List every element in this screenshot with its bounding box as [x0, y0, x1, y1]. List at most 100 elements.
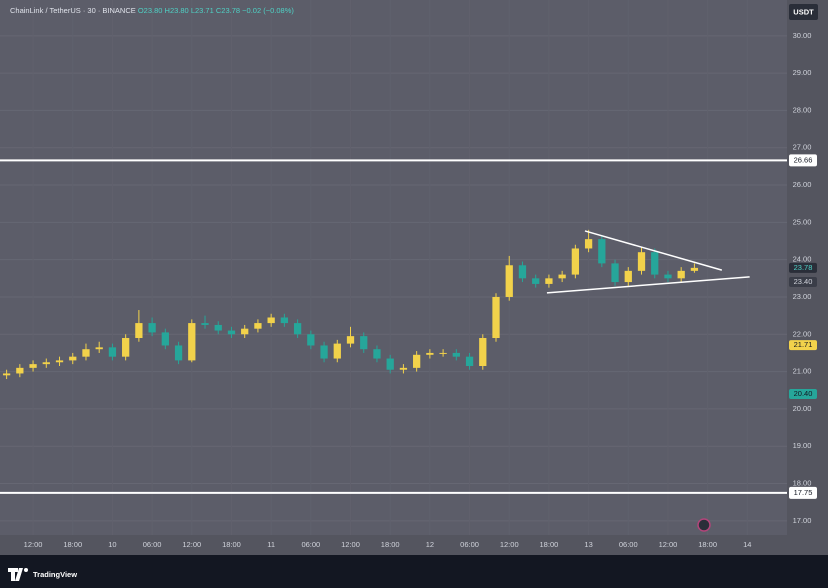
y-tick-label: 21.00: [793, 367, 812, 376]
price-badge-label: 21.71: [794, 340, 813, 349]
candle-body: [532, 278, 540, 284]
x-tick-label: 12: [426, 540, 434, 549]
candle-body: [16, 367, 24, 374]
candle-body: [280, 317, 289, 324]
x-tick-label: 12:00: [341, 540, 360, 549]
x-tick-label: 12:00: [500, 540, 519, 549]
change: −0.02 (−0.08%): [242, 6, 294, 15]
candle-body: [82, 349, 90, 357]
plot: [0, 159, 787, 494]
x-tick-label: 18:00: [698, 540, 717, 549]
candle-body: [518, 265, 527, 279]
candle-body: [161, 332, 169, 346]
x-tick-label: 06:00: [301, 540, 320, 549]
x-tick-label: 18:00: [381, 540, 400, 549]
candle-body: [386, 358, 394, 370]
price-badge: [789, 262, 817, 273]
price-badge: [789, 277, 817, 288]
high: H23.80: [165, 6, 189, 15]
candle-body: [690, 267, 699, 271]
candle-body: [492, 296, 500, 339]
y-tick-label: 20.00: [793, 404, 812, 413]
y-tick-label: 30.00: [793, 31, 812, 40]
open: O23.80: [138, 6, 163, 15]
candle-body: [148, 323, 156, 333]
candle-body: [624, 270, 632, 283]
candle-body: [254, 323, 262, 329]
x-tick-label: 12:00: [182, 540, 201, 549]
candle-body: [95, 347, 103, 350]
candle-body: [426, 352, 434, 355]
currency-badge[interactable]: [789, 4, 818, 20]
y-tick-label: 25.00: [793, 217, 812, 226]
y-tick-label: 28.00: [793, 105, 812, 114]
price-badge-label: 20.40: [794, 389, 813, 398]
x-tick-label: 18:00: [222, 540, 241, 549]
candle-body: [360, 336, 368, 350]
candle-body: [637, 252, 646, 271]
y-tick-label: 23.00: [793, 292, 812, 301]
candle-body: [55, 360, 64, 363]
candle-body: [677, 270, 685, 279]
candle-body: [29, 364, 37, 368]
currency[interactable]: USDT: [793, 7, 814, 16]
candle-body: [333, 343, 341, 359]
candle-body: [2, 373, 11, 376]
x-tick-label: 06:00: [143, 540, 162, 549]
candle-body: [307, 334, 315, 346]
price-badge: [789, 486, 817, 499]
candle-body: [346, 336, 355, 344]
y-tick-label: 18.00: [793, 478, 812, 487]
candle-body: [479, 338, 487, 366]
candle-body: [267, 317, 275, 324]
y-tick-label: 24.00: [793, 255, 812, 264]
candle-body: [465, 356, 474, 366]
candle-body: [651, 252, 659, 275]
chart-background: [0, 0, 828, 555]
candle-body: [227, 330, 236, 335]
x-tick-label: 14: [743, 540, 751, 549]
candle-body: [558, 274, 566, 279]
candle-body: [452, 352, 460, 357]
trend-line: [584, 230, 723, 271]
x-tick-label: 06:00: [460, 540, 479, 549]
y-tick-label: 26.00: [793, 180, 812, 189]
logo-icon: [8, 568, 23, 581]
y-tick-label: 27.00: [793, 143, 812, 152]
event-icon[interactable]: [697, 518, 711, 532]
price-badge: [789, 340, 817, 351]
candle-body: [399, 367, 408, 370]
y-tick-label: 19.00: [793, 441, 812, 450]
candle-body: [201, 323, 209, 325]
symbol: ChainLink / TetherUS · 30 · BINANCE: [10, 6, 136, 15]
x-tick-label: 18:00: [540, 540, 559, 549]
candle-body: [108, 347, 117, 357]
candle-body: [413, 354, 421, 368]
x-tick-label: 13: [584, 540, 592, 549]
candle-body: [42, 362, 50, 365]
candle-body: [241, 328, 249, 335]
candle-body: [122, 338, 130, 357]
candle-body: [135, 323, 143, 339]
x-tick-label: 11: [267, 540, 275, 549]
price-badge-label: 23.40: [794, 277, 813, 286]
low: L23.71: [191, 6, 214, 15]
candle-body: [69, 356, 77, 361]
price-badge: [789, 154, 817, 167]
candle-body: [439, 352, 447, 354]
y-tick-label: 17.00: [793, 516, 812, 525]
logo-dot: [24, 568, 28, 572]
price-badge-label: 23.78: [794, 263, 813, 272]
candle-body: [320, 345, 328, 359]
axes: 17.00 18.00 19.00 20.00 21.00 22.00 23.00 24.00…: [24, 31, 817, 549]
candle-body: [571, 248, 580, 275]
x-tick-label: 10: [108, 540, 116, 549]
candle-body: [373, 349, 381, 359]
x-tick-label: 18:00: [63, 540, 82, 549]
close: C23.78: [216, 6, 240, 15]
x-tick-label: 12:00: [659, 540, 678, 549]
logo: TradingView: [8, 568, 77, 581]
candle-body: [545, 278, 553, 284]
